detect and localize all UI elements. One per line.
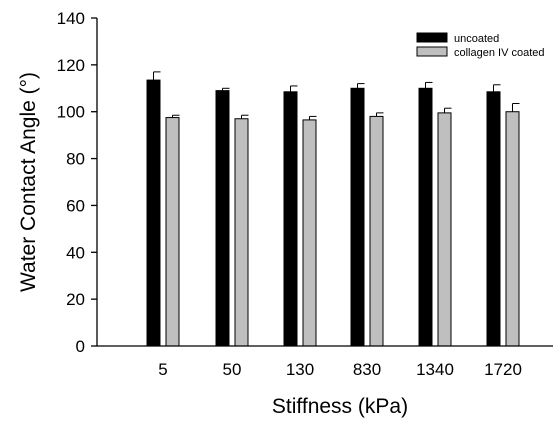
y-tick-label: 20 [66, 290, 85, 309]
y-tick-label: 120 [57, 56, 85, 75]
bar-collagen-coated [505, 111, 520, 347]
bar-uncoated [283, 91, 298, 347]
bar-collagen-coated [437, 112, 452, 347]
x-tick-label: 50 [223, 360, 242, 379]
y-axis-label: Water Contact Angle (°) [17, 72, 40, 292]
legend-label-collagen-coated: collagen IV coated [454, 47, 545, 59]
x-axis-label: Stiffness (kPa) [272, 395, 408, 418]
x-tick-label: 5 [158, 360, 167, 379]
y-tick-label: 0 [76, 337, 85, 356]
plot-area [146, 71, 520, 347]
x-tick-label: 1340 [416, 360, 454, 379]
x-axis: 5 50 130 830 1340 1720 [97, 345, 553, 379]
x-tick-label: 130 [286, 360, 314, 379]
y-tick-label: 40 [66, 243, 85, 262]
x-tick-label: 830 [353, 360, 381, 379]
legend: uncoated collagen IV coated [416, 32, 545, 59]
y-axis: 0 20 40 60 80 100 120 140 [57, 9, 98, 356]
bar-uncoated [486, 91, 501, 347]
x-tick-label: 1720 [484, 360, 522, 379]
bar-collagen-coated [165, 117, 180, 347]
legend-swatch-uncoated [416, 32, 448, 43]
bar-uncoated [146, 79, 161, 347]
y-tick-label: 60 [66, 196, 85, 215]
bar-uncoated [418, 87, 433, 347]
y-tick-label: 80 [66, 150, 85, 169]
bar-collagen-coated [369, 115, 384, 347]
bar-uncoated [350, 87, 365, 347]
bar-uncoated [215, 90, 230, 347]
bar-collagen-coated [302, 119, 317, 347]
legend-swatch-collagen-coated [416, 46, 448, 57]
y-tick-label: 140 [57, 9, 85, 28]
y-tick-label: 100 [57, 103, 85, 122]
bar-collagen-coated [234, 118, 249, 347]
legend-label-uncoated: uncoated [454, 33, 499, 45]
